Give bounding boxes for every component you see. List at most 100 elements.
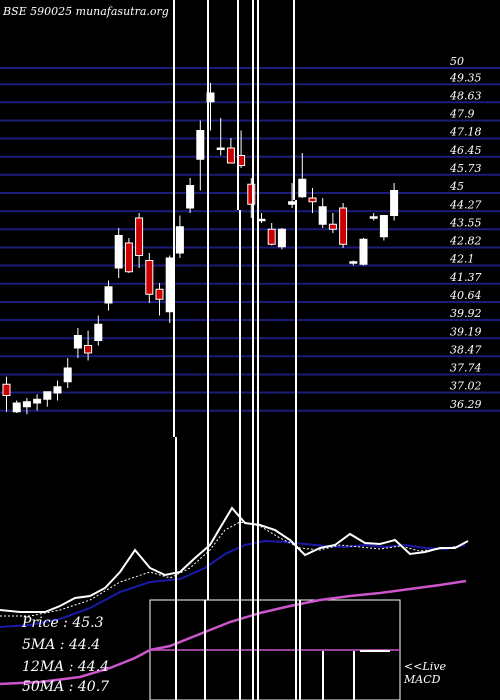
- candle-body: [226, 147, 235, 164]
- candle-body: [43, 391, 52, 400]
- macd-panel: [149, 599, 401, 700]
- candle: [43, 391, 52, 407]
- price-tick-label: 44.27: [449, 198, 482, 211]
- price-tick-label: 45.73: [449, 162, 482, 175]
- candle-body: [165, 257, 174, 313]
- price-tick-label: 36.29: [450, 398, 482, 411]
- candle: [175, 215, 184, 258]
- candle-body: [33, 398, 42, 404]
- candle: [145, 253, 154, 303]
- candle: [186, 178, 195, 213]
- candle: [12, 400, 21, 413]
- price-tick-label: 46.45: [449, 144, 482, 157]
- candle: [84, 330, 93, 361]
- candle: [379, 215, 388, 241]
- candle: [349, 260, 358, 266]
- candle-body: [63, 367, 72, 383]
- candle-body: [196, 130, 205, 160]
- price-tick-label: 37.02: [450, 380, 482, 393]
- price-tick-label: 47.9: [449, 108, 475, 121]
- legend-50ma: 50MA : 40.7: [22, 679, 110, 695]
- candle: [328, 213, 337, 233]
- candle-body: [339, 207, 348, 245]
- price-tick-label: 42.82: [449, 235, 482, 248]
- candle: [104, 280, 113, 311]
- candle-body: [390, 190, 399, 216]
- candle-body: [145, 260, 154, 295]
- candle-body: [379, 215, 388, 238]
- candle-body: [12, 402, 21, 413]
- candle-body: [73, 335, 82, 349]
- candle-body: [155, 288, 164, 300]
- candle-body: [94, 323, 103, 341]
- candle: [33, 394, 42, 411]
- candle-body: [359, 238, 368, 265]
- candle: [22, 398, 31, 415]
- candle: [318, 198, 327, 228]
- candle: [359, 238, 368, 266]
- candle-body: [175, 226, 184, 254]
- candle: [339, 203, 348, 248]
- ma12-line: [0, 539, 466, 628]
- candle-body: [124, 242, 133, 273]
- candle: [267, 223, 276, 246]
- candle: [114, 228, 123, 278]
- candle: [369, 213, 378, 221]
- price-tick-label: 40.64: [449, 289, 482, 302]
- legend-price: Price : 45.3: [22, 615, 104, 631]
- price-tick-label: 45: [449, 180, 464, 193]
- candle-body: [84, 345, 93, 354]
- moving-average-lines: [0, 506, 469, 686]
- candle-body: [22, 401, 31, 408]
- candle: [298, 153, 307, 198]
- candle: [124, 238, 133, 273]
- candle: [216, 118, 225, 156]
- candle-body: [298, 178, 307, 198]
- price-tick-label: 48.63: [449, 89, 482, 102]
- candle: [53, 380, 62, 401]
- candle-body: [2, 383, 11, 396]
- price-tick-label: 38.47: [450, 343, 482, 356]
- candle: [390, 183, 399, 221]
- candle-body: [328, 223, 337, 230]
- candle: [165, 255, 174, 323]
- price-tick-label: 39.19: [450, 325, 482, 338]
- candle-body: [318, 206, 327, 225]
- candle-body: [216, 147, 225, 150]
- candle: [63, 358, 72, 388]
- legend-12ma: 12MA : 44.4: [22, 659, 110, 675]
- candle-body: [114, 235, 123, 269]
- candle-body: [186, 185, 195, 209]
- price-tick-label: 37.74: [450, 362, 482, 375]
- price-axis-labels: 50 49.35 48.63 47.9 47.18 46.45 45.73 45 44.27 43…: [449, 55, 482, 411]
- candle-body: [267, 228, 276, 245]
- chart-title: BSE 590025 munafasutra.org: [3, 5, 169, 18]
- vertical-overlay-lines: [173, 0, 301, 700]
- price-tick-label: 50: [450, 55, 464, 68]
- candle-body: [277, 228, 286, 248]
- candle-body: [247, 183, 256, 205]
- candle-body: [308, 197, 317, 203]
- candle: [196, 120, 205, 191]
- candle: [226, 138, 235, 164]
- candle-body: [53, 386, 62, 394]
- price-tick-label: 42.1: [449, 253, 475, 266]
- candle: [135, 213, 144, 268]
- candle: [155, 283, 164, 316]
- price-tick-label: 49.35: [449, 71, 482, 84]
- ma50-line: [0, 579, 467, 686]
- live-macd-label: <<Live MACD: [404, 660, 446, 686]
- candle: [257, 213, 266, 223]
- candles: [2, 83, 399, 415]
- candle-body: [369, 216, 378, 219]
- price-tick-label: 39.92: [450, 307, 482, 320]
- price-line: [0, 506, 469, 613]
- candle: [2, 376, 11, 412]
- candle: [94, 315, 103, 346]
- candle-body: [288, 201, 297, 205]
- candle-body: [349, 261, 358, 264]
- candle: [277, 228, 286, 250]
- candle: [308, 188, 317, 213]
- candle-body: [135, 217, 144, 256]
